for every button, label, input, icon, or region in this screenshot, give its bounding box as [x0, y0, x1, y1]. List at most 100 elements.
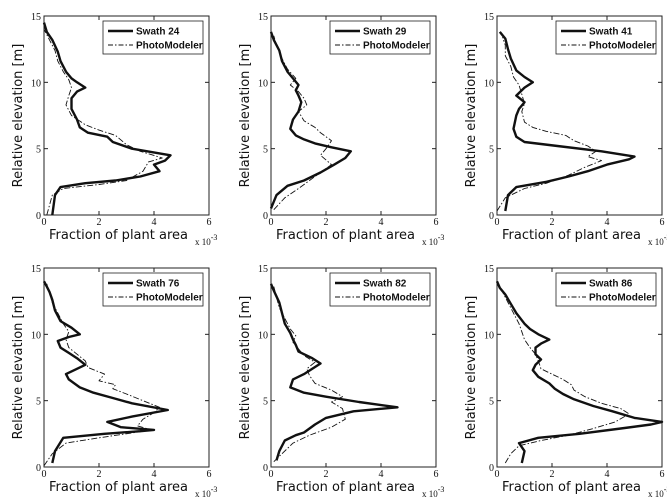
legend-box: [555, 272, 657, 307]
x-tick-label: 4: [152, 217, 157, 228]
chart-panel: 0 2 4 6 0 5 10 15 Fraction of plant area Relative…: [11, 264, 217, 497]
y-tick-label: 15: [258, 12, 268, 23]
y-tick-label: 0: [489, 211, 494, 222]
y-axis-label: Relative elevation [m]: [11, 44, 26, 188]
y-tick-label: 10: [484, 330, 494, 341]
series-line: [495, 280, 664, 464]
legend-label: PhotoModeler: [363, 293, 430, 304]
x-axis-label: Fraction of plant area: [276, 228, 415, 243]
x-tick-label: 6: [434, 217, 439, 228]
series-line: [496, 283, 630, 464]
x-tick-label: 2: [550, 469, 555, 480]
y-tick-label: 5: [263, 145, 268, 156]
chart-panel: 0 2 4 6 0 5 10 15 Fraction of plant area Relative…: [11, 12, 217, 247]
x-tick-label: 6: [660, 469, 665, 480]
y-tick-label: 10: [258, 330, 268, 341]
y-tick-label: 5: [36, 145, 41, 156]
plot-frame: [496, 267, 663, 468]
legend-label: PhotoModeler: [589, 293, 656, 304]
series-line: [273, 286, 346, 463]
x-axis-label: Fraction of plant area: [49, 480, 188, 495]
legend-label: Swath 41: [589, 27, 633, 38]
y-axis-label: Relative elevation [m]: [238, 296, 253, 440]
legend-label: Swath 29: [363, 27, 407, 38]
series-line: [43, 29, 163, 216]
legend-label: PhotoModeler: [136, 293, 203, 304]
legend-box: [102, 272, 204, 307]
legend-box: [329, 20, 431, 55]
y-tick-label: 0: [36, 463, 41, 474]
series-line: [269, 283, 399, 461]
chart-panel: 0 2 4 6 0 5 10 15 Fraction of plant area Relative…: [464, 264, 667, 497]
x-tick-label: 0: [269, 469, 274, 480]
y-tick-label: 0: [489, 463, 494, 474]
legend-label: Swath 24: [136, 27, 180, 38]
x-axis-label: Fraction of plant area: [49, 228, 188, 243]
series-line: [496, 37, 602, 212]
x-tick-label: 6: [207, 469, 212, 480]
x-tick-label: 4: [605, 469, 610, 480]
x-tick-label: 0: [42, 217, 47, 228]
y-axis-label: Relative elevation [m]: [464, 44, 479, 188]
x-axis-multiplier: x 10-3: [195, 233, 217, 247]
x-tick-label: 2: [324, 469, 329, 480]
y-tick-label: 15: [484, 12, 494, 23]
plot-frame: [43, 15, 210, 216]
x-tick-label: 2: [97, 217, 102, 228]
legend-label: PhotoModeler: [363, 41, 430, 52]
y-tick-label: 5: [489, 145, 494, 156]
y-axis-label: Relative elevation [m]: [11, 296, 26, 440]
y-tick-label: 5: [489, 397, 494, 408]
series-line: [269, 31, 352, 209]
legend-label: Swath 76: [136, 279, 180, 290]
chart-panel: 0 2 4 6 0 5 10 15 Fraction of plant area Relative…: [464, 12, 667, 247]
y-tick-label: 0: [263, 463, 268, 474]
series-line: [42, 280, 169, 464]
legend-box: [329, 272, 431, 307]
x-tick-label: 0: [495, 469, 500, 480]
series-line: [43, 283, 160, 466]
x-tick-label: 6: [434, 469, 439, 480]
legend-label: Swath 82: [363, 279, 407, 290]
plot-frame: [270, 267, 437, 468]
chart-panel: 0 2 4 6 0 5 10 15 Fraction of plant area Relative…: [238, 12, 444, 247]
x-tick-label: 0: [495, 217, 500, 228]
y-tick-label: 10: [484, 78, 494, 89]
y-tick-label: 5: [36, 397, 41, 408]
x-tick-label: 2: [550, 217, 555, 228]
x-tick-label: 4: [605, 217, 610, 228]
legend-label: Swath 86: [589, 279, 633, 290]
x-tick-label: 6: [660, 217, 665, 228]
y-axis-label: Relative elevation [m]: [464, 296, 479, 440]
series-line: [498, 31, 636, 212]
y-tick-label: 10: [258, 78, 268, 89]
y-tick-label: 15: [258, 264, 268, 275]
legend-label: PhotoModeler: [136, 41, 203, 52]
y-tick-label: 5: [263, 397, 268, 408]
x-axis-multiplier: x 10-3: [195, 485, 217, 497]
x-tick-label: 2: [97, 469, 102, 480]
x-tick-label: 4: [379, 469, 384, 480]
y-tick-label: 0: [36, 211, 41, 222]
y-tick-label: 10: [31, 330, 41, 341]
x-tick-label: 4: [152, 469, 157, 480]
y-tick-label: 15: [31, 264, 41, 275]
legend-box: [102, 20, 204, 55]
plot-frame: [270, 15, 437, 216]
x-axis-label: Fraction of plant area: [502, 228, 641, 243]
x-axis-multiplier: x 10-3: [648, 233, 667, 247]
x-tick-label: 2: [324, 217, 329, 228]
x-axis-multiplier: x 10-3: [648, 485, 667, 497]
x-axis-label: Fraction of plant area: [276, 480, 415, 495]
x-tick-label: 0: [269, 217, 274, 228]
plot-frame: [43, 267, 210, 468]
plot-frame: [496, 15, 663, 216]
series-line: [42, 22, 172, 216]
y-tick-label: 15: [484, 264, 494, 275]
y-axis-label: Relative elevation [m]: [238, 44, 253, 188]
x-tick-label: 0: [42, 469, 47, 480]
y-tick-label: 10: [31, 78, 41, 89]
chart-panel: 0 2 4 6 0 5 10 15 Fraction of plant area Relative…: [238, 264, 444, 497]
x-axis-multiplier: x 10-3: [422, 233, 444, 247]
